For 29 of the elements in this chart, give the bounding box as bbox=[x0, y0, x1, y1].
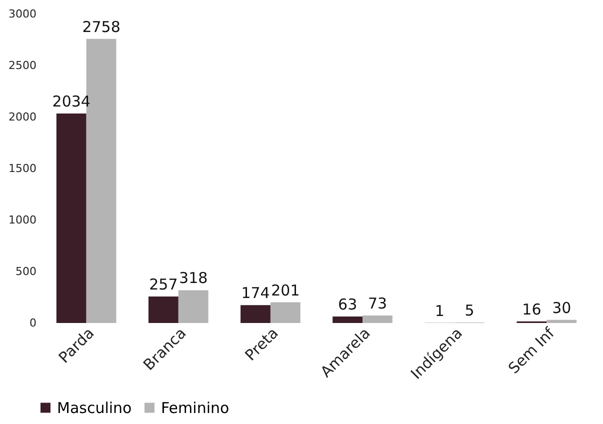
y-tick-label: 3000 bbox=[8, 8, 36, 20]
data-label: 257 bbox=[149, 276, 178, 294]
data-label: 174 bbox=[241, 284, 270, 302]
bar bbox=[240, 305, 270, 323]
bar bbox=[56, 114, 86, 323]
data-label: 201 bbox=[271, 281, 300, 300]
y-tick-label: 1500 bbox=[8, 162, 36, 175]
y-tick-label: 2000 bbox=[8, 110, 36, 124]
data-label: 2034 bbox=[52, 92, 90, 110]
data-label: 1 bbox=[434, 302, 444, 320]
data-label: 318 bbox=[179, 269, 208, 288]
y-tick-label: 0 bbox=[30, 316, 36, 330]
bar bbox=[362, 315, 392, 323]
legend-label: Feminino bbox=[161, 398, 230, 417]
data-label: 2758 bbox=[82, 18, 120, 36]
data-label: 73 bbox=[368, 294, 388, 312]
data-label: 16 bbox=[522, 300, 542, 318]
bar bbox=[546, 320, 577, 323]
data-label: 63 bbox=[338, 296, 358, 314]
legend-label: Masculino bbox=[57, 398, 132, 417]
bar bbox=[332, 316, 363, 323]
y-tick-label: 2500 bbox=[8, 59, 36, 72]
y-tick-label: 500 bbox=[16, 265, 36, 278]
data-label: 30 bbox=[552, 298, 572, 317]
y-tick-label: 1000 bbox=[8, 214, 36, 226]
bar bbox=[270, 302, 300, 323]
data-label: 5 bbox=[464, 301, 474, 320]
bar bbox=[148, 296, 178, 323]
bar bbox=[178, 290, 208, 323]
